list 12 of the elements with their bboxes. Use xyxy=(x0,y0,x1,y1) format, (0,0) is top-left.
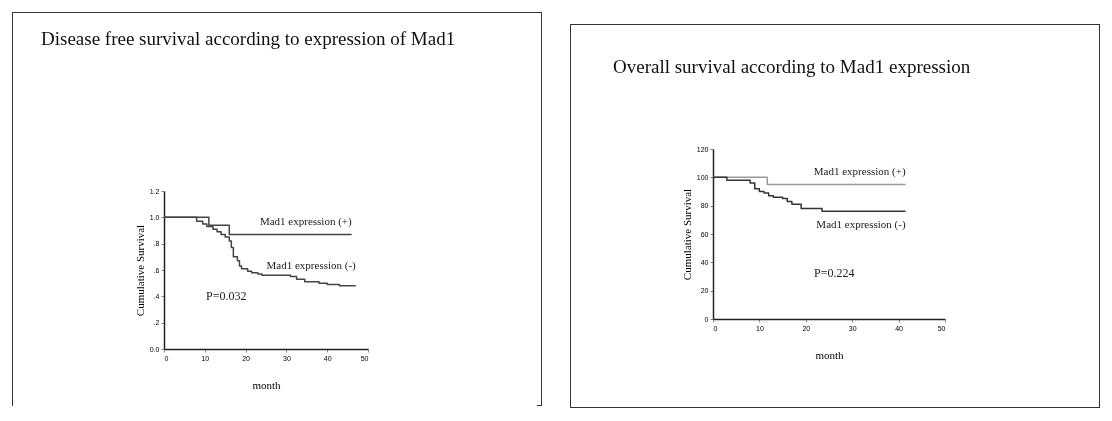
y-axis-title: Cumulative Survival xyxy=(680,188,693,281)
x-axis-title: month xyxy=(815,348,845,361)
y-axis-title: Cumulative Survival xyxy=(133,224,146,317)
series-label: Mad1 expression (-) xyxy=(266,258,357,272)
x-axis-title: month xyxy=(252,378,282,391)
annotation: P=0.032 xyxy=(206,289,247,303)
series-label: Mad1 expression (-) xyxy=(816,218,906,232)
series-label: Mad1 expression (+) xyxy=(259,215,353,229)
annotation: P=0.224 xyxy=(814,266,855,280)
series-label: Mad1 expression (+) xyxy=(813,165,906,179)
chart-title: Overall survival according to Mad1 expression xyxy=(613,56,971,77)
chart-title: Disease free survival according to expression of Mad1 xyxy=(41,28,456,49)
